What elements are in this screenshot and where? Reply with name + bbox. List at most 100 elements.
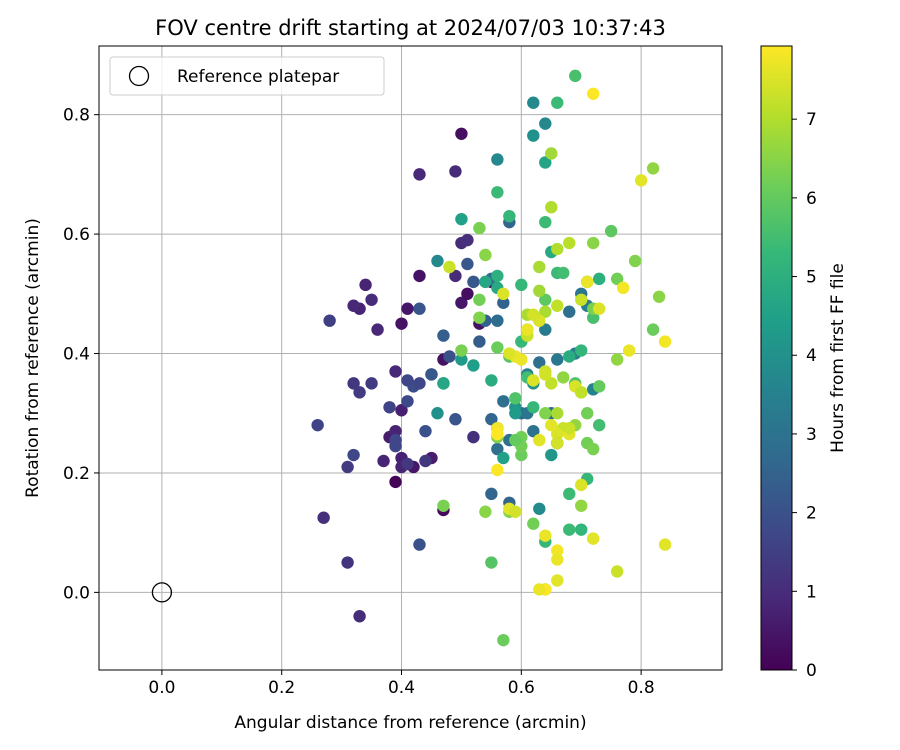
data-point [587,532,600,545]
data-point [545,418,558,432]
colorbar: 0 1 2 3 4 5 6 7 Hours from first FF file [760,45,848,681]
data-point [592,272,606,286]
data-point [503,209,516,223]
data-point [347,299,360,312]
colorbar-tick-label: 4 [806,346,817,366]
legend-marker-icon [128,65,150,87]
data-point [389,433,402,447]
data-point [431,254,444,268]
data-point [551,427,564,441]
data-point [341,556,354,569]
data-point [652,290,666,303]
colorbar-tick-label: 0 [806,661,817,681]
data-point [389,475,402,489]
data-point [563,350,576,363]
colorbar-tick-label: 1 [806,582,817,602]
reference-point [151,582,173,603]
data-point [575,386,588,399]
data-point [485,413,498,426]
data-point [563,236,576,250]
data-point [497,287,510,301]
data-point [545,448,558,462]
data-point [551,574,564,587]
data-point [521,323,534,336]
data-point [389,424,402,438]
grid-lines [99,46,722,670]
data-point [610,353,624,366]
data-point [365,293,378,306]
data-point [646,323,660,336]
data-point [527,374,540,387]
data-point [311,418,324,432]
colorbar-gradient [760,45,793,671]
data-point [587,311,600,324]
x-tick-label: 0.6 [508,678,535,698]
data-point [658,335,672,348]
data-point [503,347,516,360]
data-point [545,377,558,390]
data-point [347,377,360,390]
data-point [592,380,606,393]
data-point [479,505,492,518]
data-point [413,302,426,315]
data-point [587,236,600,250]
data-point [353,610,366,623]
data-point [437,329,450,342]
data-point [443,260,456,274]
data-point [473,311,486,324]
colorbar-label: Hours from first FF file [828,263,848,453]
data-point [622,344,636,357]
y-tick-label: 0.6 [63,225,90,245]
data-point [401,395,414,408]
data-point [575,293,588,306]
data-point [539,407,552,420]
data-point [485,556,498,569]
chart-title: FOV centre drift starting at 2024/07/03 … [155,16,666,40]
data-point [515,448,528,462]
data-point [575,478,588,492]
data-point [551,353,564,366]
data-point [551,299,564,312]
data-point [551,553,564,566]
data-point [539,323,552,336]
reference-marker [151,582,173,603]
data-point [467,275,480,289]
data-point [455,127,468,140]
colorbar-tick-label: 7 [806,110,817,130]
data-point [563,523,576,536]
data-point [467,359,480,372]
colorbar-tick-label: 2 [806,504,817,524]
data-point [533,433,546,447]
colorbar-tick-label: 5 [806,268,817,288]
data-point [604,224,618,238]
data-point [539,305,552,318]
data-point [539,117,552,130]
data-point [491,463,504,477]
data-point [365,377,378,390]
data-point [515,278,528,292]
data-point [359,278,372,292]
x-axis-ticks: 0.0 0.2 0.4 0.6 0.8 [148,670,655,698]
data-point [634,174,648,187]
data-point [341,460,354,474]
data-point [479,248,492,262]
data-point [533,260,546,274]
data-point [485,374,498,387]
data-point [533,284,546,298]
data-point [527,308,540,321]
data-point [581,275,594,289]
data-point [419,454,432,468]
data-point [610,565,624,578]
data-points [311,69,672,647]
data-point [527,96,540,109]
data-point [455,296,468,309]
data-point [545,147,558,160]
data-point [509,505,522,518]
colorbar-ticks: 0 1 2 3 4 5 6 7 [792,110,817,681]
data-point [449,413,462,426]
data-point [413,538,426,551]
legend: Reference platepar [109,56,385,96]
data-point [479,275,492,289]
data-point [473,335,486,348]
data-point [461,287,474,301]
